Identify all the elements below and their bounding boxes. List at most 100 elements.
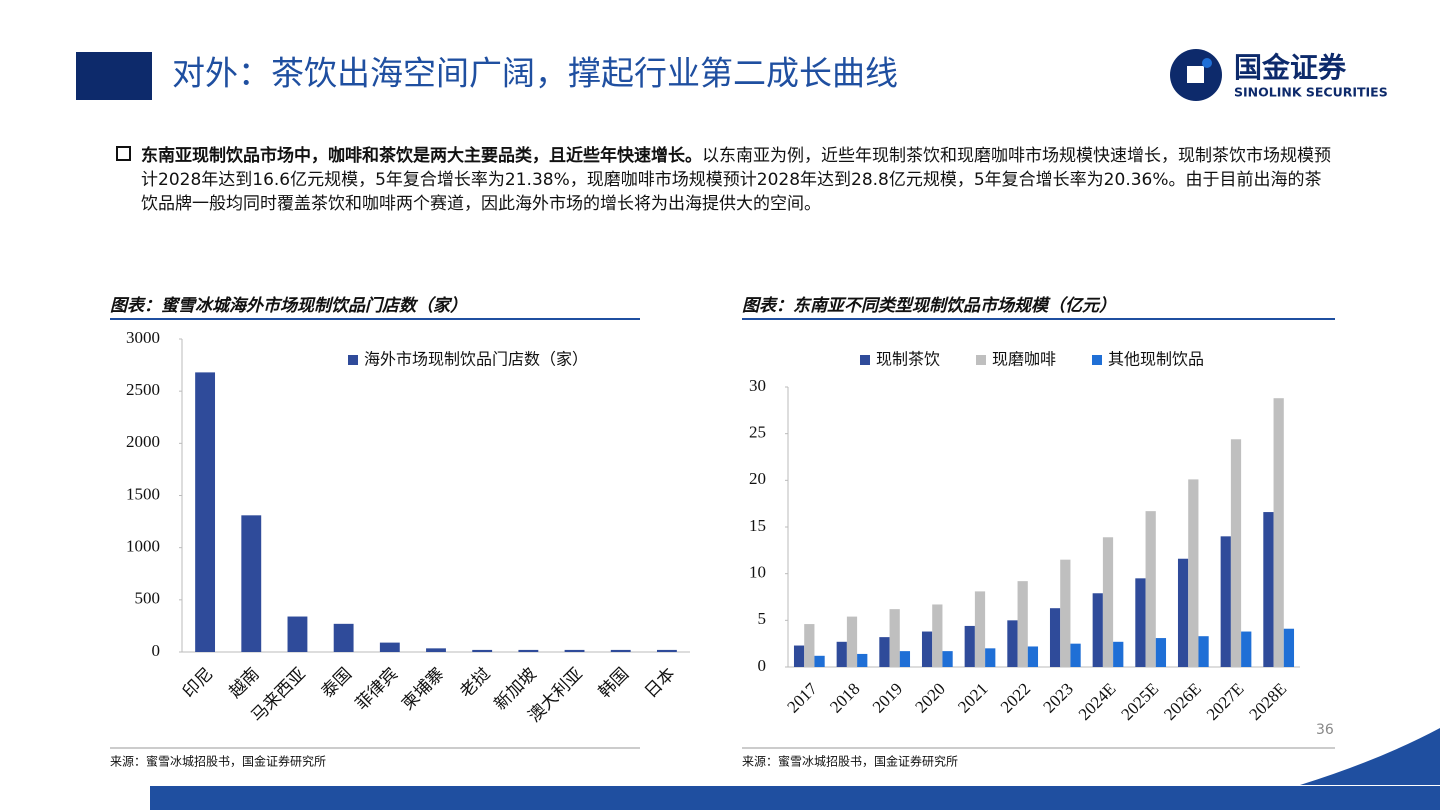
- y-tick-label: 2000: [126, 432, 160, 451]
- x-tick-label: 泰国: [318, 664, 355, 701]
- bar: [1177, 558, 1189, 667]
- bar: [814, 655, 825, 667]
- bar: [889, 609, 900, 667]
- y-tick-label: 1000: [126, 537, 160, 556]
- source: 来源：蜜雪冰城招股书，国金证券研究所: [110, 754, 326, 769]
- footer-bar: [150, 786, 1440, 810]
- bar: [1007, 620, 1018, 667]
- y-tick-label: 30: [749, 376, 766, 395]
- x-tick-label: 2020: [911, 679, 948, 716]
- bar: [836, 641, 847, 667]
- bar: [804, 624, 815, 667]
- y-tick-label: 2500: [126, 380, 160, 399]
- x-tick-label: 2024E: [1075, 679, 1120, 724]
- bar: [1060, 559, 1071, 667]
- y-tick-label: 10: [749, 563, 766, 582]
- bar: [932, 604, 943, 667]
- x-tick-label: 2025E: [1117, 679, 1162, 724]
- y-tick-label: 25: [749, 423, 766, 442]
- bar: [1135, 578, 1146, 667]
- x-tick-label: 2018: [826, 679, 863, 716]
- x-tick-label: 越南: [225, 664, 262, 701]
- y-tick-label: 500: [135, 589, 161, 608]
- y-tick-label: 15: [749, 516, 766, 535]
- x-tick-label: 印尼: [179, 664, 216, 701]
- legend-label: 海外市场现制饮品门店数（家）: [364, 350, 588, 369]
- y-tick-label: 5: [758, 609, 767, 628]
- x-tick-label: 2021: [954, 679, 991, 716]
- x-tick-label: 日本: [641, 664, 678, 701]
- bullet: 东南亚现制饮品市场中，咖啡和茶饮是两大主要品类，且近些年快速增长。以东南亚为例，…: [116, 144, 1336, 216]
- bar: [333, 623, 354, 652]
- chart-title: 图表：蜜雪冰城海外市场现制饮品门店数（家）: [110, 296, 467, 316]
- bar: [846, 616, 858, 667]
- x-tick-label: 2023: [1039, 679, 1076, 716]
- y-tick-label: 20: [749, 469, 766, 488]
- bar: [472, 649, 493, 652]
- bar: [1283, 628, 1295, 667]
- bar: [1092, 593, 1103, 667]
- x-tick-label: 2026E: [1160, 679, 1205, 724]
- bar: [610, 649, 631, 652]
- bar: [793, 645, 805, 667]
- bar: [899, 651, 911, 667]
- bar: [921, 631, 933, 667]
- legend-label: 其他现制饮品: [1108, 350, 1204, 369]
- bullet-bold: 东南亚现制饮品市场中，咖啡和茶饮是两大主要品类，且近些年快速增长。: [141, 146, 702, 166]
- bar: [1220, 536, 1231, 667]
- bar: [1198, 636, 1209, 667]
- x-tick-label: 老挝: [456, 664, 493, 701]
- bar: [879, 637, 890, 667]
- bar: [964, 625, 975, 667]
- bar: [1049, 608, 1061, 667]
- header-title: 对外：茶饮出海空间广阔，撑起行业第二成长曲线: [172, 54, 898, 93]
- legend-swatch: [1092, 355, 1102, 365]
- x-tick-label: 2027E: [1203, 679, 1248, 724]
- bar: [1241, 631, 1252, 667]
- y-tick-label: 1500: [126, 484, 160, 503]
- bar: [1113, 641, 1124, 667]
- bar: [1230, 439, 1242, 667]
- bar: [379, 642, 400, 652]
- bar: [1188, 479, 1199, 667]
- y-tick-label: 0: [152, 641, 161, 660]
- logo: 国金证券 SINOLINK SECURITIES: [1170, 49, 1388, 101]
- legend-label: 现磨咖啡: [992, 350, 1056, 369]
- bar: [942, 651, 953, 667]
- bar: [1070, 643, 1081, 667]
- y-tick-label: 3000: [126, 328, 160, 347]
- page-number: 36: [1316, 722, 1334, 738]
- y-tick-label: 0: [758, 656, 767, 675]
- bar: [1145, 511, 1156, 667]
- bar: [1102, 537, 1114, 667]
- logo-en: SINOLINK SECURITIES: [1234, 85, 1388, 100]
- source: 来源：蜜雪冰城招股书，国金证券研究所: [742, 754, 958, 769]
- logo-cn: 国金证券: [1234, 51, 1347, 84]
- legend-swatch: [348, 355, 358, 365]
- x-tick-label: 2019: [869, 679, 906, 716]
- x-tick-label: 柬埔寨: [398, 664, 447, 713]
- bar: [1273, 398, 1284, 667]
- legend-label: 现制茶饮: [876, 350, 940, 369]
- bar: [656, 649, 677, 652]
- bar: [1027, 646, 1039, 667]
- bullet-text: 以东南亚为例，近些年现制茶饮和现磨咖啡市场规模快速增长，现制茶饮市场规模预计20…: [141, 146, 1331, 214]
- x-tick-label: 菲律宾: [352, 664, 401, 713]
- header-block: [76, 52, 152, 100]
- x-tick-label: 2017: [783, 679, 821, 717]
- x-tick-label: 韩国: [595, 664, 632, 701]
- bar: [241, 515, 262, 652]
- bar: [1263, 512, 1274, 667]
- legend-swatch: [860, 355, 870, 365]
- chart-title: 图表：东南亚不同类型现制饮品市场规模（亿元）: [742, 296, 1116, 316]
- x-tick-label: 2028E: [1245, 679, 1290, 724]
- bar: [857, 653, 868, 667]
- corner-swoosh: [1300, 728, 1440, 785]
- bar: [518, 649, 539, 652]
- bar: [287, 616, 308, 652]
- bar: [426, 648, 446, 652]
- legend-swatch: [976, 355, 986, 365]
- bar: [195, 372, 216, 652]
